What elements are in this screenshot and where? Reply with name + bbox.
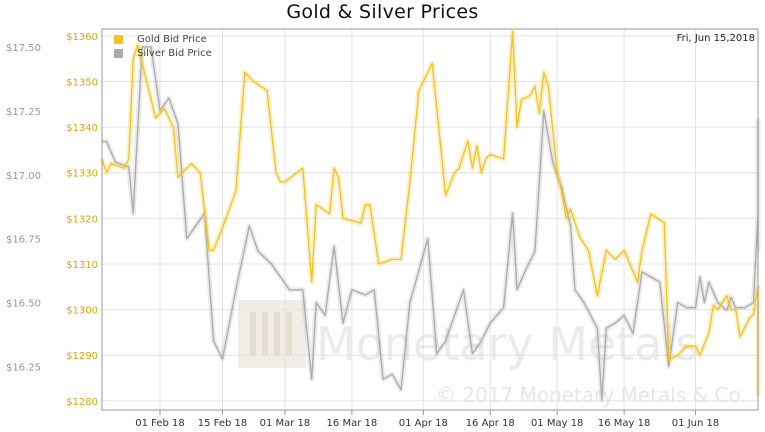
tick-label-y-right: $1320 — [66, 214, 98, 225]
tick-label-x: 01 Mar 18 — [260, 418, 311, 429]
gold-series-line — [101, 30, 759, 397]
tick-label-x: 15 Feb 18 — [198, 418, 248, 429]
tick-label-y-left: $16.25 — [6, 363, 41, 374]
series-layer — [99, 28, 761, 403]
legend-swatch-gold — [114, 34, 123, 44]
tick-label-x: 01 Jun 18 — [672, 418, 719, 429]
legend-label-silver: Silver Bid Price — [137, 47, 212, 59]
legend: Gold Bid Price Silver Bid Price — [114, 32, 212, 60]
tick-label-y-left: $17.00 — [6, 171, 41, 182]
watermark: Monetary Metals © 2017 Monetary Metals & … — [238, 300, 747, 407]
tick-label-y-left: $16.75 — [6, 235, 41, 246]
legend-swatch-silver — [114, 48, 123, 58]
tick-label-y-right: $1310 — [66, 260, 98, 271]
legend-item-gold[interactable]: Gold Bid Price — [114, 32, 212, 46]
tick-label-x: 01 Apr 18 — [399, 418, 448, 429]
tick-label-x: 16 May 18 — [598, 418, 650, 429]
legend-item-silver[interactable]: Silver Bid Price — [114, 46, 212, 60]
tick-label-x: 16 Apr 18 — [466, 418, 515, 429]
tick-label-y-left: $17.50 — [6, 43, 41, 54]
tick-label-x: 01 Feb 18 — [135, 418, 185, 429]
tick-label-y-right: $1290 — [66, 351, 98, 362]
tick-labels: $1360 $1350 $1340 $1330 $1320 $1310 $1300 $1290… — [6, 32, 719, 429]
tick-label-y-left: $16.50 — [6, 299, 41, 310]
plot-frame — [101, 28, 759, 411]
watermark-logo-bar — [250, 312, 256, 356]
tick-label-y-left: $17.25 — [6, 107, 41, 118]
legend-label-gold: Gold Bid Price — [137, 33, 207, 45]
tick-label-y-right: $1300 — [66, 306, 98, 317]
tick-label-x: 01 May 18 — [531, 418, 583, 429]
silver-series-line — [102, 46, 759, 401]
date-label: Fri, Jun 15,2018 — [676, 33, 755, 44]
watermark-text: Monetary Metals — [316, 317, 699, 371]
tick-label-y-right: $1330 — [66, 169, 98, 180]
tick-label-y-right: $1350 — [66, 77, 98, 88]
copyright-text: © 2017 Monetary Metals & Co. — [436, 383, 747, 407]
tick-label-y-right: $1360 — [66, 32, 98, 43]
watermark-logo — [238, 300, 306, 368]
tick-label-y-right: $1280 — [66, 397, 98, 408]
watermark-logo-bar — [274, 312, 280, 356]
plot-border — [101, 28, 759, 411]
chart-title: Gold & Silver Prices — [286, 1, 479, 23]
watermark-logo-bar — [286, 312, 292, 356]
tick-label-x: 16 Mar 18 — [327, 418, 378, 429]
tick-label-y-right: $1340 — [66, 123, 98, 134]
watermark-logo-bar — [262, 312, 268, 356]
